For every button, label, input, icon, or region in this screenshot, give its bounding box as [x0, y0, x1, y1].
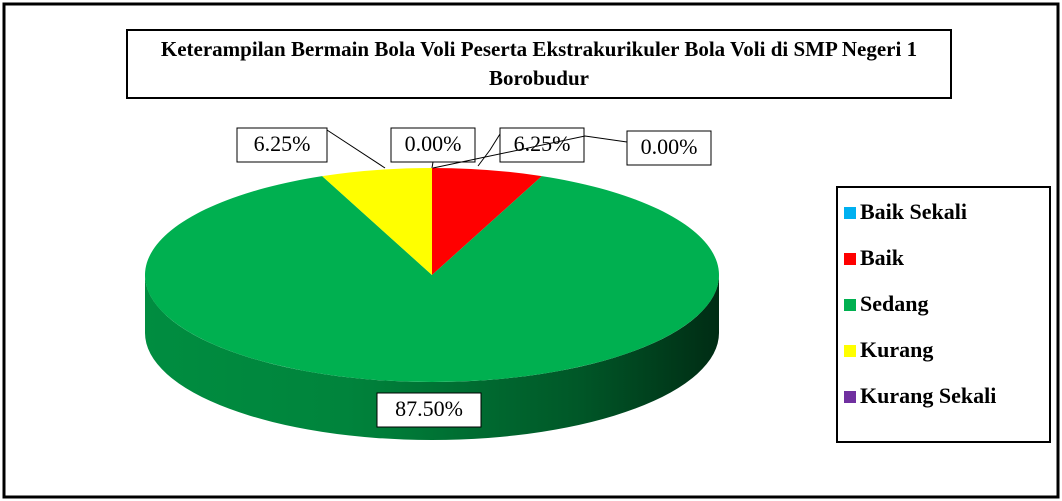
legend-swatch: [844, 299, 856, 311]
legend-swatch: [844, 253, 856, 265]
legend-label: Kurang: [860, 337, 933, 362]
legend-swatch: [844, 345, 856, 357]
legend-label: Baik Sekali: [860, 199, 967, 224]
legend-swatch: [844, 391, 856, 403]
legend-swatch: [844, 207, 856, 219]
value-label: 0.00%: [641, 134, 698, 159]
value-label: 6.25%: [514, 131, 571, 156]
value-label: 87.50%: [395, 396, 463, 421]
page: {"chart_data": {"type": "pie", "three_d"…: [0, 0, 1062, 501]
value-label: 0.00%: [405, 131, 462, 156]
value-label: 6.25%: [254, 131, 311, 156]
legend-label: Kurang Sekali: [860, 383, 996, 408]
legend-label: Baik: [860, 245, 905, 270]
legend-label: Sedang: [860, 291, 928, 316]
chart-title: Keterampilan Bermain Bola Voli Peserta E…: [128, 31, 950, 97]
